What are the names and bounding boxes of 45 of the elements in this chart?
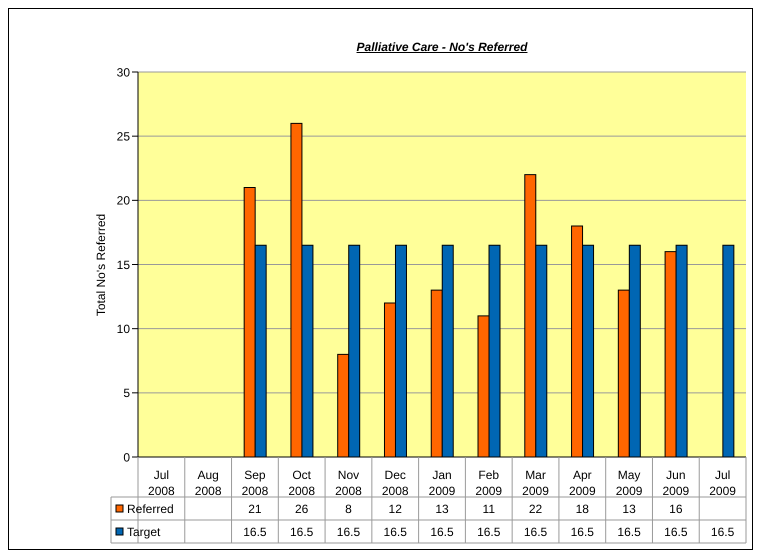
y-tick-label: 15: [116, 258, 130, 272]
chart-title: Palliative Care - No's Referred: [356, 40, 528, 54]
x-tick-label: Jan 2009: [428, 468, 456, 498]
x-tick-label: Feb 2009: [475, 468, 502, 498]
data-label: 16.5: [664, 525, 688, 539]
data-label: 12: [388, 502, 402, 516]
data-label: 16.5: [710, 525, 735, 539]
x-tick-label: Sep 2008: [242, 468, 269, 498]
x-tick-label: Jun 2009: [662, 468, 690, 498]
data-label: 16.5: [430, 525, 454, 539]
x-tick-label: Apr 2009: [568, 468, 596, 498]
x-tick-label: Jul 2009: [709, 468, 736, 498]
data-label: 13: [622, 502, 636, 516]
x-tick-label: Mar 2009: [522, 468, 550, 498]
x-tick-label: May 2009: [616, 468, 643, 498]
x-tick-label: Nov 2008: [335, 468, 362, 498]
data-label: 8: [345, 502, 352, 516]
data-label: 16.5: [336, 525, 360, 539]
x-tick-label: Aug 2008: [194, 468, 222, 498]
data-label: 16.5: [570, 525, 594, 539]
data-label: 16.5: [243, 525, 267, 539]
y-tick-label: 10: [116, 322, 130, 336]
data-label: 16.5: [617, 525, 642, 539]
data-label: 11: [482, 502, 496, 516]
data-label: 26: [295, 502, 309, 516]
data-label: 16.5: [290, 525, 314, 539]
y-tick-label: 5: [123, 386, 130, 400]
y-tick-label: 25: [116, 129, 130, 144]
x-tick-label: Jul 2008: [148, 468, 176, 498]
y-tick-label: 0: [123, 450, 130, 464]
data-label: 18: [576, 502, 590, 516]
y-tick-label: 20: [116, 194, 130, 208]
y-tick-label: 30: [116, 65, 130, 80]
data-label: 22: [528, 502, 543, 516]
legend-label: Target: [127, 525, 162, 539]
x-tick-label: Dec 2008: [382, 468, 409, 498]
data-label: 16: [669, 502, 683, 516]
data-label: 16.5: [477, 525, 501, 539]
x-tick-label: Oct 2008: [288, 468, 316, 498]
data-label: 16.5: [384, 525, 408, 539]
data-label: 16.5: [524, 525, 548, 539]
data-label: 13: [435, 502, 449, 516]
legend-label: Referred: [127, 502, 174, 516]
data-label: 21: [248, 502, 262, 516]
y-axis-title: Total No's Referred: [94, 213, 108, 316]
